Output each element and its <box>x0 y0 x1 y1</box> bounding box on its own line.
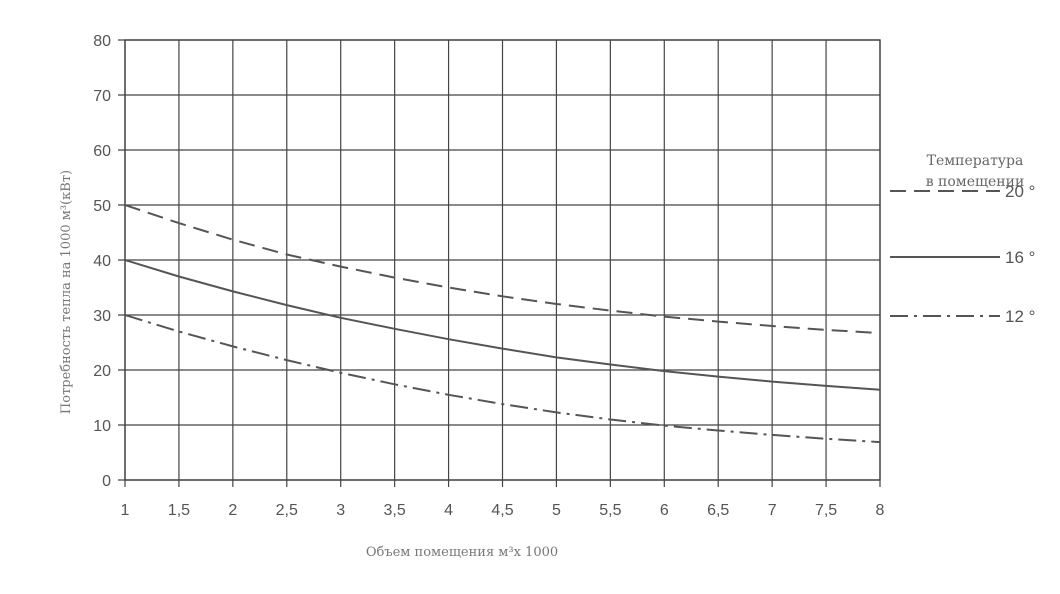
legend: Температура в помещении 20 ° 16 ° 12 ° <box>890 153 1035 326</box>
legend-label-1: 16 ° <box>1005 248 1035 267</box>
y-tick-label: 20 <box>93 363 111 380</box>
series-lines <box>124 204 881 444</box>
y-tick-label: 60 <box>93 143 111 160</box>
x-tick-label: 2 <box>228 502 237 519</box>
x-axis-label-text: Объем помещения м³х 1000 <box>366 545 558 560</box>
x-tick-label: 2,5 <box>276 502 298 519</box>
x-tick-label: 3,5 <box>384 502 406 519</box>
y-tick-label: 0 <box>102 473 111 490</box>
series-line-0 <box>124 204 881 335</box>
y-tick-label: 70 <box>93 88 111 105</box>
x-tick-label: 4,5 <box>491 502 513 519</box>
x-tick-label: 6 <box>660 502 669 519</box>
x-tick-label: 6,5 <box>707 502 729 519</box>
x-tick-label: 7,5 <box>815 502 837 519</box>
legend-title-line-2: в помещении <box>926 174 1025 190</box>
y-axis-label: Потребность тепла на 1000 м³(кВт) <box>59 170 74 414</box>
series-line-2 <box>124 314 881 444</box>
x-tick-label: 5,5 <box>599 502 621 519</box>
series-line-1 <box>124 259 881 391</box>
legend-label-0: 20 ° <box>1005 182 1035 201</box>
x-tick-label: 1,5 <box>168 502 190 519</box>
x-axis-label: Объем помещения м³х 1000 <box>366 545 558 560</box>
y-tick-label: 80 <box>93 33 111 50</box>
legend-label-2: 12 ° <box>1005 307 1035 326</box>
grid <box>118 39 881 487</box>
x-tick-label: 3 <box>336 502 345 519</box>
y-tick-label: 30 <box>93 308 111 325</box>
x-tick-label: 8 <box>876 502 885 519</box>
x-tick-label: 4 <box>444 502 453 519</box>
y-tick-label: 10 <box>93 418 111 435</box>
legend-title-line-1: Температура <box>927 153 1024 169</box>
x-tick-label: 1 <box>121 502 130 519</box>
legend-items: 20 ° 16 ° 12 ° <box>890 182 1035 326</box>
y-tick-label: 40 <box>93 253 111 270</box>
y-axis-label-text: Потребность тепла на 1000 м³(кВт) <box>59 170 74 414</box>
x-tick-label: 5 <box>552 502 561 519</box>
y-tick-label: 50 <box>93 198 111 215</box>
x-axis-ticks: 1 1,5 2 2,5 3 3,5 4 4,5 5 5,5 6 6,5 7 7,5 8 <box>121 502 885 519</box>
y-axis-ticks: 0 10 20 30 40 50 60 70 80 <box>93 33 111 490</box>
x-tick-label: 7 <box>768 502 777 519</box>
